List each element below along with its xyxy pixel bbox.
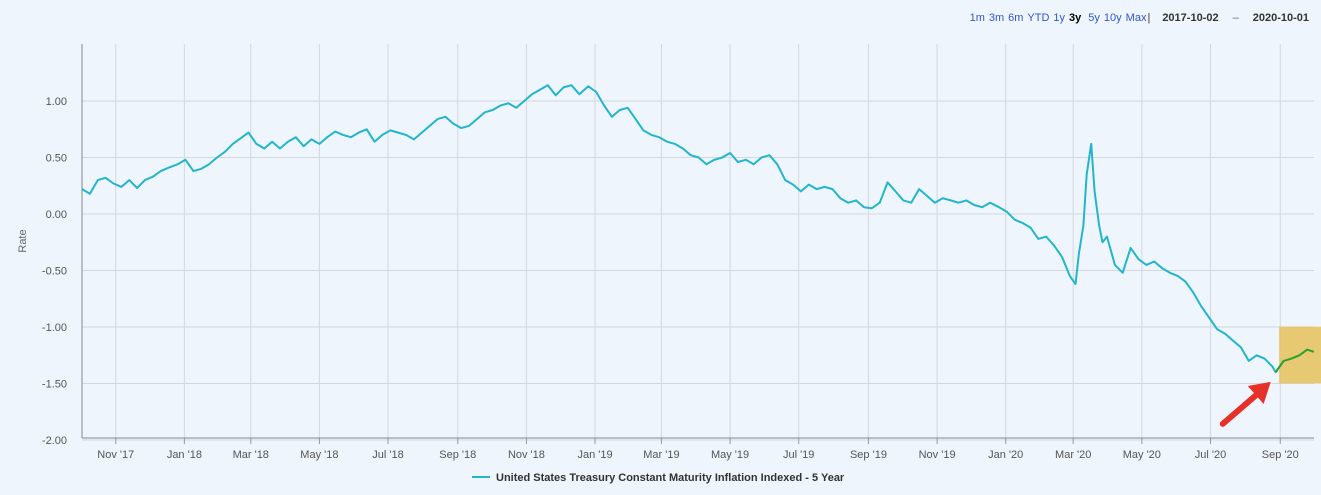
x-tick-label: Mar '20: [1055, 449, 1091, 461]
x-tick-label: May '18: [300, 449, 338, 461]
series-line: [81, 84, 1285, 374]
end-date-input[interactable]: 2020-10-01: [1252, 12, 1309, 24]
toolbar-separator: |: [1147, 12, 1151, 24]
range-button-max[interactable]: Max: [1125, 12, 1147, 24]
range-button-10y[interactable]: 10y: [1103, 12, 1122, 24]
range-button-1m[interactable]: 1m: [969, 12, 985, 24]
x-tick-label: Nov '17: [97, 449, 134, 461]
range-toolbar: 1m 3m 6m YTD 1y 3y 5y 10y Max | 2017-10-02 – 202…: [966, 12, 1309, 24]
range-button-3m[interactable]: 3m: [988, 12, 1005, 24]
x-tick-label: Sep '18: [439, 449, 476, 461]
legend-label: United States Treasury Constant Maturity…: [496, 472, 845, 484]
axes: 1.00 0.50 0.00 -0.50 -1.00 -1.50 -2.00 Nov '17 J…: [42, 44, 1314, 461]
y-tick-label: -0.50: [42, 266, 67, 278]
x-tick-label: Jul '18: [372, 449, 403, 461]
range-button-5y[interactable]: 5y: [1088, 12, 1100, 24]
date-dash: –: [1232, 12, 1239, 24]
range-button-6m[interactable]: 6m: [1008, 12, 1024, 24]
y-tick-label: -1.50: [42, 379, 67, 391]
x-tick-label: Sep '19: [850, 449, 887, 461]
y-tick-label: 1.00: [46, 96, 67, 108]
x-tick-label: Nov '19: [919, 449, 956, 461]
y-tick-label: -1.00: [42, 322, 67, 334]
x-tick-label: Jul '20: [1195, 449, 1226, 461]
x-tick-label: Jan '19: [577, 449, 612, 461]
series-lines: [81, 84, 1315, 374]
range-button-ytd[interactable]: YTD: [1027, 12, 1050, 24]
arrow-head: [1247, 381, 1271, 405]
x-tick-label: May '20: [1123, 449, 1161, 461]
x-tick-label: Mar '19: [643, 449, 679, 461]
y-tick-label: 0.50: [46, 153, 67, 165]
annotation-arrow: [1219, 381, 1271, 427]
y-axis-title: Rate: [17, 229, 29, 252]
x-tick-label: Jan '18: [167, 449, 202, 461]
series-line-highlighted: [1274, 348, 1315, 373]
y-tick-label: 0.00: [46, 209, 67, 221]
range-button-1y[interactable]: 1y: [1053, 12, 1066, 24]
range-button-3y[interactable]: 3y: [1069, 12, 1082, 24]
grid: [82, 44, 1314, 441]
legend[interactable]: United States Treasury Constant Maturity…: [472, 472, 845, 484]
x-tick-label: Mar '18: [233, 449, 269, 461]
x-tick-label: Nov '18: [508, 449, 545, 461]
arrow-shaft: [1219, 389, 1262, 427]
x-tick-label: Jan '20: [988, 449, 1023, 461]
x-tick-label: May '19: [711, 449, 749, 461]
plot-background: [82, 44, 1314, 438]
y-tick-label: -2.00: [42, 435, 67, 447]
x-tick-label: Sep '20: [1262, 449, 1299, 461]
x-tick-label: Jul '19: [783, 449, 814, 461]
range-selector: 1m 3m 6m YTD 1y 3y 5y 10y Max: [966, 12, 1147, 24]
start-date-input[interactable]: 2017-10-02: [1162, 12, 1219, 24]
